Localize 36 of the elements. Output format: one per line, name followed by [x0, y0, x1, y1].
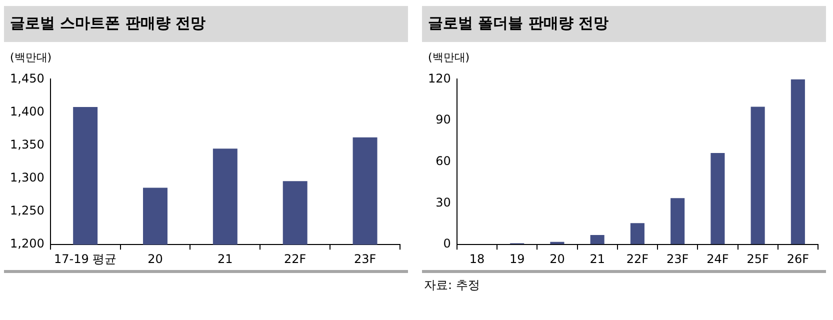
x-tick-label: 17-19 평균: [54, 252, 117, 266]
bar: [630, 223, 644, 244]
y-tick-label: 1,200: [10, 236, 44, 251]
x-tick-label: 22F: [626, 252, 649, 266]
y-tick-label: 1,450: [10, 71, 44, 86]
y-tick-label: 1,250: [10, 204, 44, 218]
x-tick-label: 20: [550, 252, 565, 266]
x-tick-label: 22F: [284, 252, 306, 266]
x-tick-label: 23F: [354, 252, 376, 266]
x-tick-label: 21: [590, 252, 605, 266]
bar: [750, 106, 765, 244]
bar: [590, 234, 604, 244]
x-tick-label: 26F: [786, 252, 810, 266]
x-tick-label: 24F: [706, 252, 729, 266]
y-tick-label: 120: [428, 71, 451, 86]
y-tick-label: 1,350: [10, 137, 44, 152]
y-tick-label: 30: [436, 195, 451, 210]
x-tick-label: 20: [148, 252, 163, 266]
y-tick-label: 90: [436, 112, 451, 127]
bar: [710, 152, 725, 244]
y-axis-title: (백만대): [427, 50, 471, 66]
x-tick-label: 18: [469, 252, 485, 266]
chart-title: 글로벌 폴더블 판매량 전망: [422, 6, 826, 42]
bar: [670, 198, 685, 244]
x-tick-label: 25F: [746, 252, 769, 266]
y-tick-label: 1,400: [10, 104, 44, 118]
x-tick-label: 21: [218, 252, 233, 266]
text: 자료: 추정: [423, 277, 481, 294]
y-axis-title: (백만대): [9, 50, 53, 66]
chart-title: 글로벌 스마트폰 판매량 전망: [4, 6, 408, 42]
x-tick-label: 19: [509, 252, 525, 266]
y-tick-label: 1,300: [10, 170, 44, 185]
y-tick-label: 60: [436, 154, 451, 168]
y-tick-label: 0: [443, 236, 451, 251]
x-tick-label: 23F: [666, 252, 689, 266]
bar: [790, 79, 805, 244]
